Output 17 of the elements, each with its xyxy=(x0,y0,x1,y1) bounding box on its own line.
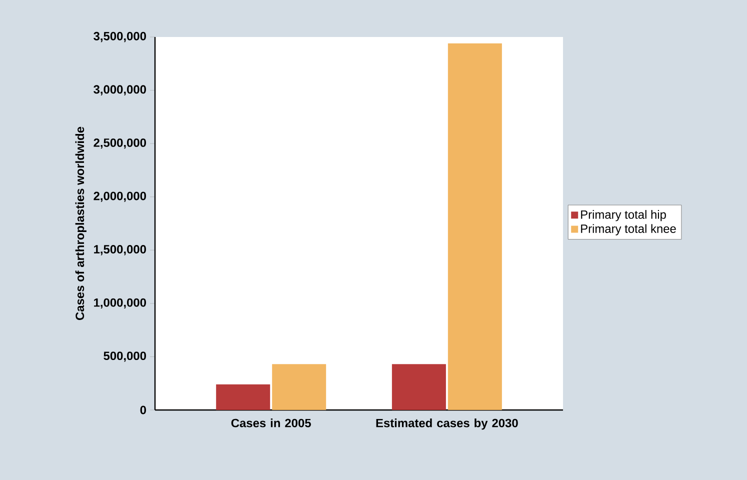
y-tick-label: 1,500,000 xyxy=(94,245,146,256)
bar xyxy=(448,43,502,410)
y-axis-title: Cases of arthroplasties worldwide xyxy=(75,126,86,320)
legend-label: Primary total knee xyxy=(581,224,676,236)
bar xyxy=(216,384,270,410)
y-tick-label: 2,000,000 xyxy=(94,192,146,202)
y-tick-label: 1,000,000 xyxy=(94,298,146,309)
bar xyxy=(272,364,326,410)
y-tick-label: 3,500,000 xyxy=(94,32,146,42)
bar xyxy=(392,364,446,410)
y-tick-label: 0 xyxy=(140,406,146,414)
x-tick-label: Estimated cases by 2030 xyxy=(376,418,518,430)
y-tick-label: 500,000 xyxy=(104,352,146,362)
y-tick-label: 3,000,000 xyxy=(94,85,146,96)
x-tick-label: Cases in 2005 xyxy=(231,418,311,428)
y-tick-label: 2,500,000 xyxy=(94,138,146,149)
legend-label: Primary total hip xyxy=(581,210,666,222)
